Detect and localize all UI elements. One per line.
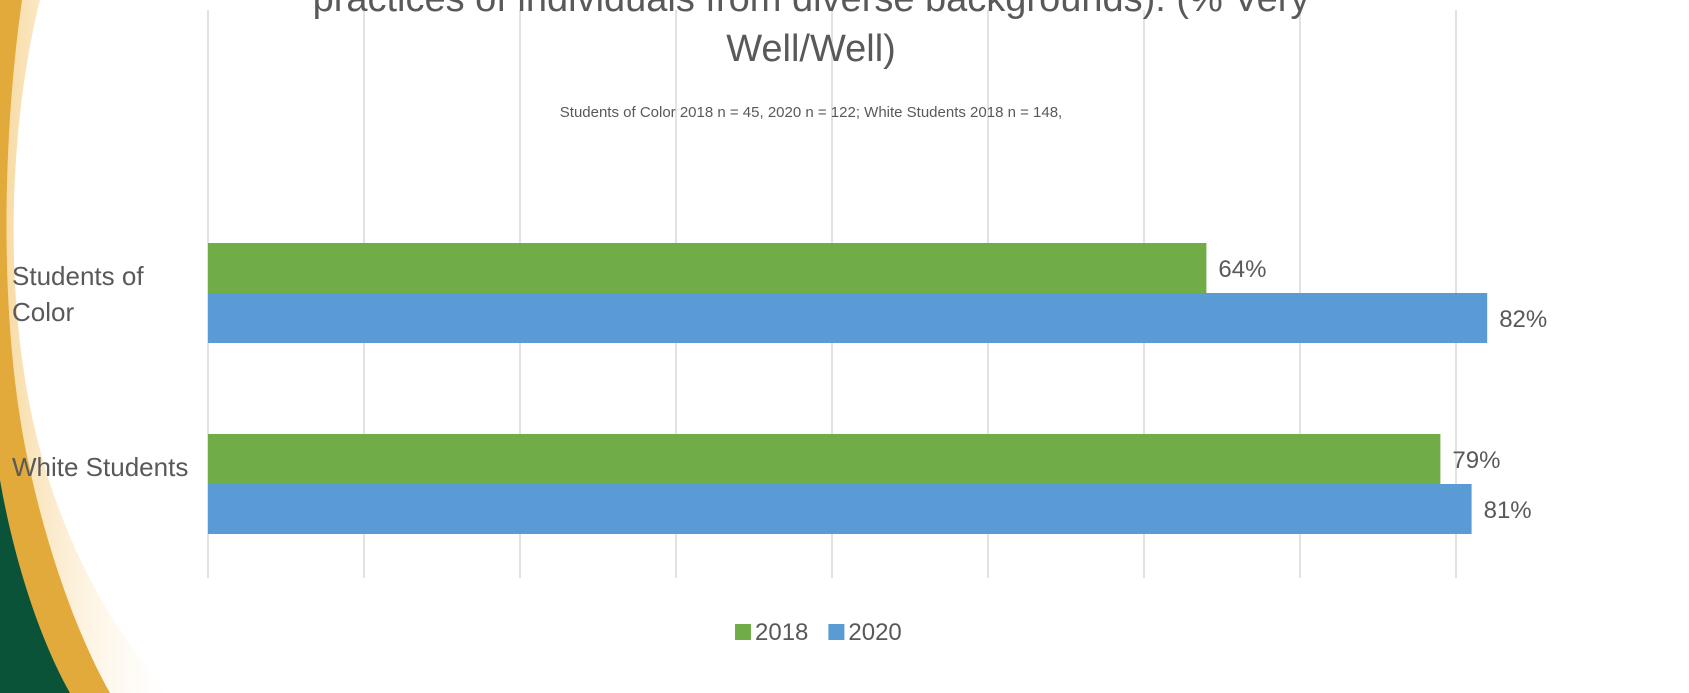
chart-subtitle: Students of Color 2018 n = 45, 2020 n = … (559, 104, 1063, 121)
data-label: 79% (1452, 447, 1500, 474)
decoration (0, 0, 170, 693)
y-tick-label: Students of Color (12, 261, 144, 327)
legend-swatch (735, 624, 751, 640)
bar (208, 434, 1441, 484)
legend-swatch (828, 624, 845, 640)
legend-label: 2020 (848, 619, 901, 646)
data-label: 82% (1499, 306, 1547, 333)
chart-title: practices of individuals from diverse ba… (313, 0, 1310, 70)
bar (208, 484, 1472, 534)
data-label: 81% (1484, 497, 1532, 524)
data-label: 64% (1218, 256, 1266, 283)
y-tick-label: White Students (12, 452, 189, 482)
legend-label: 2018 (755, 619, 808, 646)
bar (208, 293, 1488, 343)
bar (208, 243, 1207, 293)
